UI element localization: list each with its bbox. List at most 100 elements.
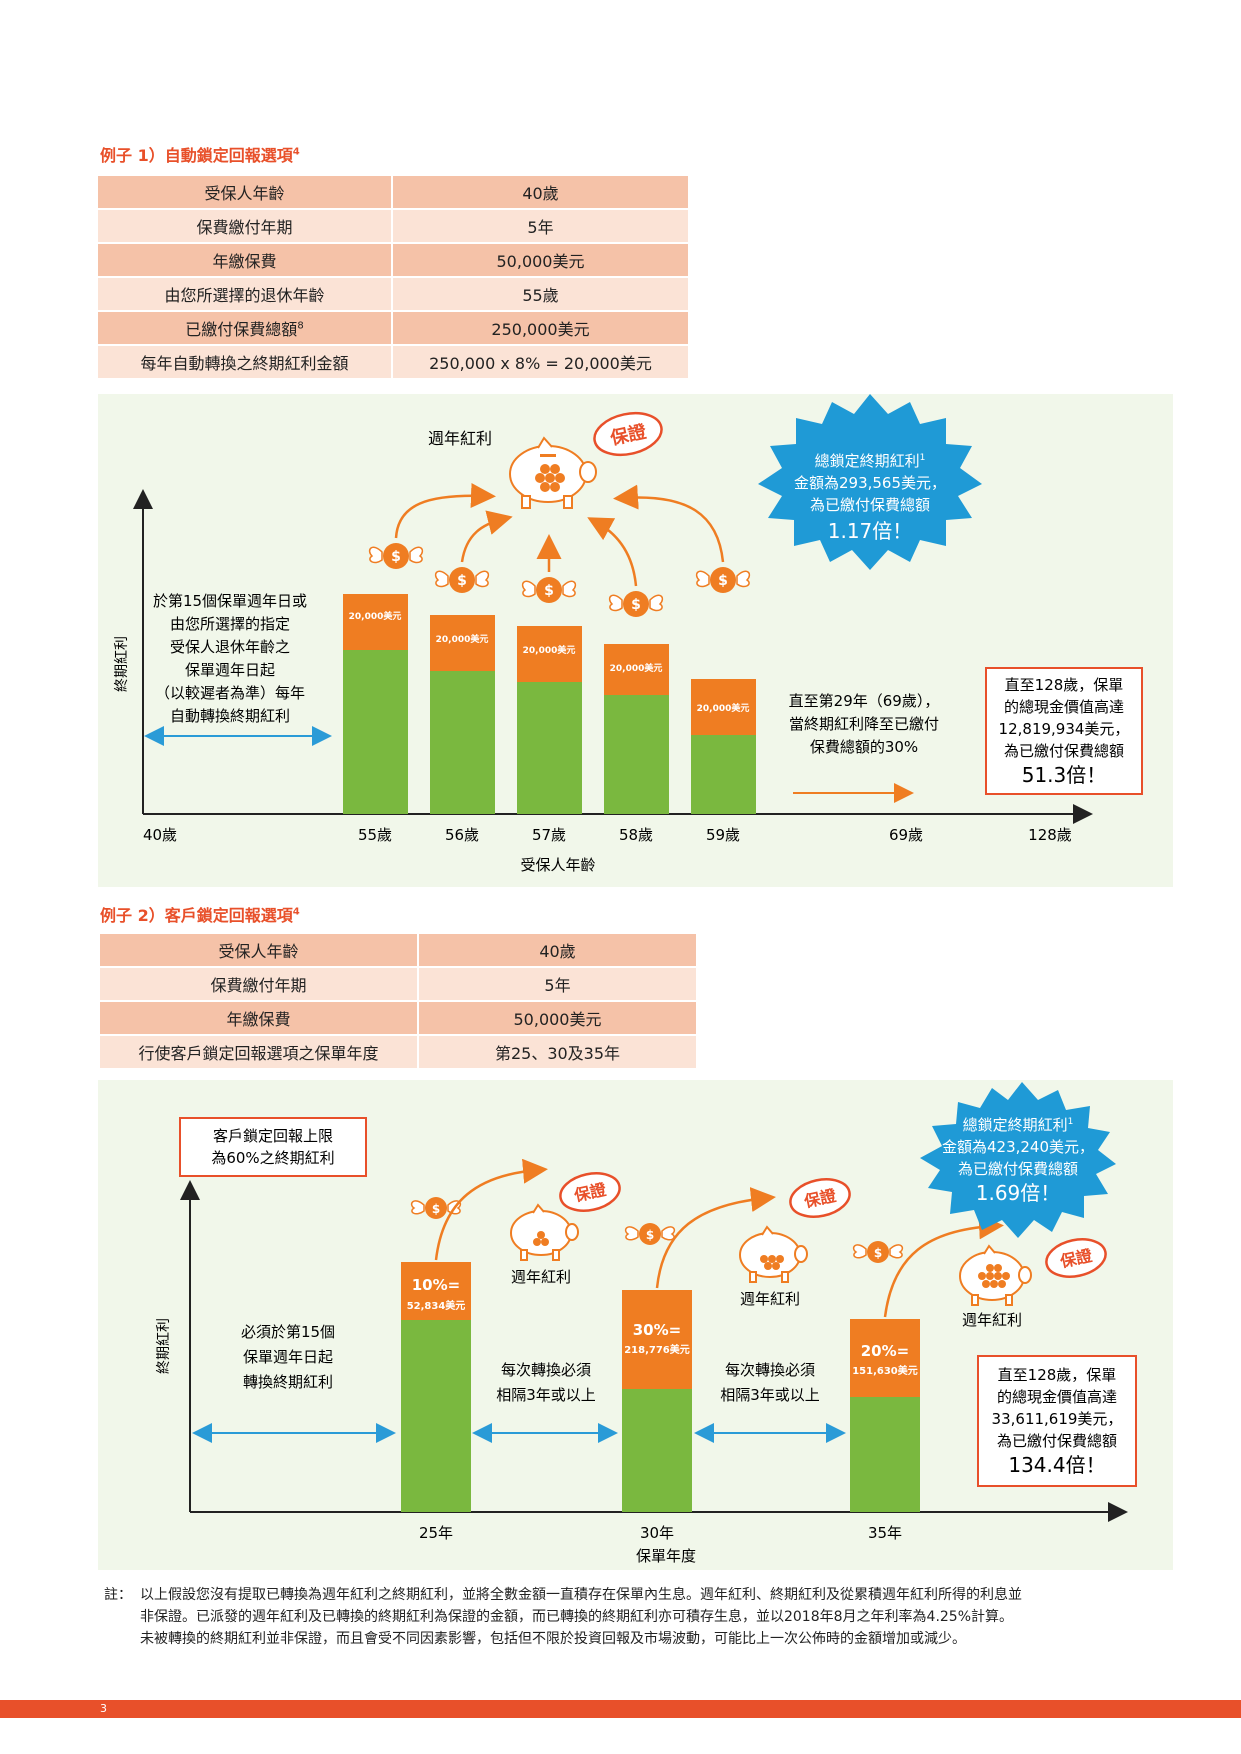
svg-text:總鎖定終期紅利1: 總鎖定終期紅利1 — [815, 452, 926, 470]
svg-text:直至128歲，保單: 直至128歲，保單 — [1005, 676, 1124, 694]
svg-text:$: $ — [544, 583, 554, 599]
middle-description: 直至第29年（69歲）， 當終期紅利降至已繳付 保費總額的30% — [789, 692, 940, 756]
guarantee-stamp: 保證 — [789, 1178, 851, 1218]
guarantee-stamp: 保證 — [593, 411, 663, 457]
bar-59: 20,000美元 — [691, 679, 756, 814]
x-tick-labels: 40歲 55歲 56歲 57歲 58歲 59歲 69歲 128歲 — [143, 826, 1072, 844]
footer-bar — [0, 1700, 1241, 1718]
svg-text:金額為293,565美元，: 金額為293,565美元， — [794, 474, 946, 492]
annual-bonus-label: 週年紅利 — [511, 1268, 571, 1286]
svg-text:1.17倍！: 1.17倍！ — [828, 519, 913, 543]
svg-text:128歲: 128歲 — [1028, 826, 1072, 844]
svg-text:57歲: 57歲 — [532, 826, 566, 844]
bar-year-35: 20%= 151,630美元 — [850, 1319, 920, 1512]
svg-text:51.3倍！: 51.3倍！ — [1022, 763, 1107, 787]
y-axis-label: 終期紅利 — [114, 636, 130, 692]
bar-55: 20,000美元 — [343, 594, 408, 814]
svg-text:保費總額的30%: 保費總額的30% — [810, 738, 918, 756]
table-row: 受保人年齡 40歲 — [100, 934, 696, 968]
footnote: 以上假設您沒有提取已轉換為週年紅利之終期紅利，並將全數金額一直積存在保單內生息。… — [140, 1587, 1022, 1647]
svg-text:總鎖定終期紅利1: 總鎖定終期紅利1 — [963, 1116, 1074, 1134]
x-axis-label: 受保人年齡 — [520, 856, 595, 874]
example2-chart-panel: 終期紅利 客戶鎖定回報上限 為60%之終期紅利 10%= 52,834美元 30… — [98, 1080, 1173, 1570]
curved-arrow — [655, 1187, 776, 1289]
svg-text:為60%之終期紅利: 為60%之終期紅利 — [211, 1149, 334, 1167]
curved-arrow — [587, 517, 638, 587]
table-row: 由您所選擇的退休年齡 55歲 — [98, 277, 688, 312]
guarantee-stamp: 保證 — [559, 1172, 621, 1212]
svg-text:40歲: 40歲 — [143, 826, 177, 844]
table-row: 已繳付保費總額8 250,000美元 — [98, 311, 688, 346]
piggy-bank-icon — [959, 1244, 1032, 1306]
curved-arrow — [460, 510, 513, 563]
svg-text:52,834美元: 52,834美元 — [407, 1299, 466, 1312]
total-bonus-burst: 總鎖定終期紅利1 金額為293,565美元， 為已繳付保費總額 1.17倍！ — [758, 394, 982, 570]
page-number: 3 — [100, 1702, 107, 1715]
svg-text:由您所選擇的指定: 由您所選擇的指定 — [170, 615, 290, 633]
svg-text:$: $ — [718, 573, 728, 589]
svg-text:$: $ — [391, 549, 401, 565]
x-axis-label: 保單年度 — [636, 1547, 696, 1565]
svg-text:30年: 30年 — [640, 1524, 674, 1542]
svg-text:為已繳付保費總額: 為已繳付保費總額 — [997, 1432, 1117, 1450]
bar-year-25: 10%= 52,834美元 — [401, 1262, 471, 1512]
svg-text:$: $ — [631, 597, 641, 613]
svg-text:20%=: 20%= — [861, 1342, 909, 1360]
example2-table: 受保人年齡 40歲 保費繳付年期 5年 年繳保費 50,000美元 行使客戶鎖定回報選… — [100, 934, 696, 1070]
svg-text:金額為423,240美元，: 金額為423,240美元， — [942, 1138, 1094, 1156]
left-description: 必須於第15個 保單週年日起 轉換終期紅利 — [241, 1323, 335, 1391]
svg-text:為已繳付保費總額: 為已繳付保費總額 — [1004, 742, 1124, 760]
gap-description: 每次轉換必須 相隔3年或以上 — [720, 1361, 820, 1404]
annual-bonus-label: 週年紅利 — [428, 429, 492, 448]
winged-coin-icon: $ — [695, 567, 751, 593]
bar-56: 20,000美元 — [430, 615, 495, 814]
svg-text:於第15個保單週年日或: 於第15個保單週年日或 — [153, 592, 307, 610]
piggy-bank-icon — [509, 436, 597, 509]
svg-text:69歲: 69歲 — [889, 826, 923, 844]
svg-text:客戶鎖定回報上限: 客戶鎖定回報上限 — [213, 1127, 333, 1145]
piggy-bank-icon — [739, 1225, 808, 1283]
svg-text:56歲: 56歲 — [445, 826, 479, 844]
bar-58: 20,000美元 — [604, 644, 669, 814]
footnote-prefix: 註： — [104, 1587, 132, 1603]
svg-text:（以較遲者為準）每年: （以較遲者為準）每年 — [155, 684, 305, 702]
bar-year-30: 30%= 218,776美元 — [622, 1290, 692, 1512]
svg-text:保單週年日起: 保單週年日起 — [185, 661, 275, 679]
example1-chart-panel: 終期紅利 20,000美元 20,000美元 20,000美元 20,000美元… — [98, 394, 1173, 887]
guarantee-stamp: 保證 — [1045, 1238, 1107, 1278]
svg-text:33,611,619美元，: 33,611,619美元， — [992, 1410, 1123, 1428]
curved-arrow — [434, 1158, 548, 1261]
svg-text:59歲: 59歲 — [706, 826, 740, 844]
x-tick-labels: 25年 30年 35年 — [419, 1524, 902, 1542]
cap-box: 客戶鎖定回報上限 為60%之終期紅利 — [179, 1117, 367, 1177]
bar-label: 20,000美元 — [436, 633, 489, 645]
svg-text:每次轉換必須: 每次轉換必須 — [725, 1361, 815, 1379]
winged-coin-icon: $ — [624, 1223, 676, 1245]
bar-57: 20,000美元 — [517, 626, 582, 814]
svg-text:55歲: 55歲 — [358, 826, 392, 844]
svg-text:12,819,934美元，: 12,819,934美元， — [999, 720, 1130, 738]
svg-text:必須於第15個: 必須於第15個 — [241, 1323, 335, 1341]
bar-label: 20,000美元 — [610, 662, 663, 674]
cash-value-box: 直至128歲，保單 的總現金價值高達 33,611,619美元， 為已繳付保費總… — [977, 1355, 1137, 1487]
example1-chart: 終期紅利 20,000美元 20,000美元 20,000美元 20,000美元… — [114, 394, 1143, 874]
curved-arrow — [394, 482, 496, 539]
svg-text:為已繳付保費總額: 為已繳付保費總額 — [810, 496, 930, 514]
bar-label: 20,000美元 — [349, 610, 402, 622]
cash-value-box: 直至128歲，保單 的總現金價值高達 12,819,934美元， 為已繳付保費總… — [985, 667, 1143, 795]
curved-arrow — [613, 484, 725, 563]
total-bonus-burst: 總鎖定終期紅利1 金額為423,240美元， 為已繳付保費總額 1.69倍！ — [920, 1082, 1116, 1238]
svg-text:30%=: 30%= — [633, 1321, 681, 1339]
svg-text:58歲: 58歲 — [619, 826, 653, 844]
bar-label: 20,000美元 — [523, 644, 576, 656]
svg-text:直至第29年（69歲），: 直至第29年（69歲）， — [789, 692, 940, 710]
piggy-bank-icon — [510, 1203, 579, 1261]
svg-text:轉換終期紅利: 轉換終期紅利 — [243, 1373, 333, 1391]
gap-description: 每次轉換必須 相隔3年或以上 — [496, 1361, 596, 1404]
svg-text:35年: 35年 — [868, 1524, 902, 1542]
table-row: 年繳保費 50,000美元 — [98, 243, 688, 278]
winged-coin-icon: $ — [608, 591, 664, 617]
y-axis-label: 終期紅利 — [156, 1318, 172, 1374]
annual-bonus-label: 週年紅利 — [740, 1290, 800, 1308]
table-row: 保費繳付年期 5年 — [100, 967, 696, 1002]
